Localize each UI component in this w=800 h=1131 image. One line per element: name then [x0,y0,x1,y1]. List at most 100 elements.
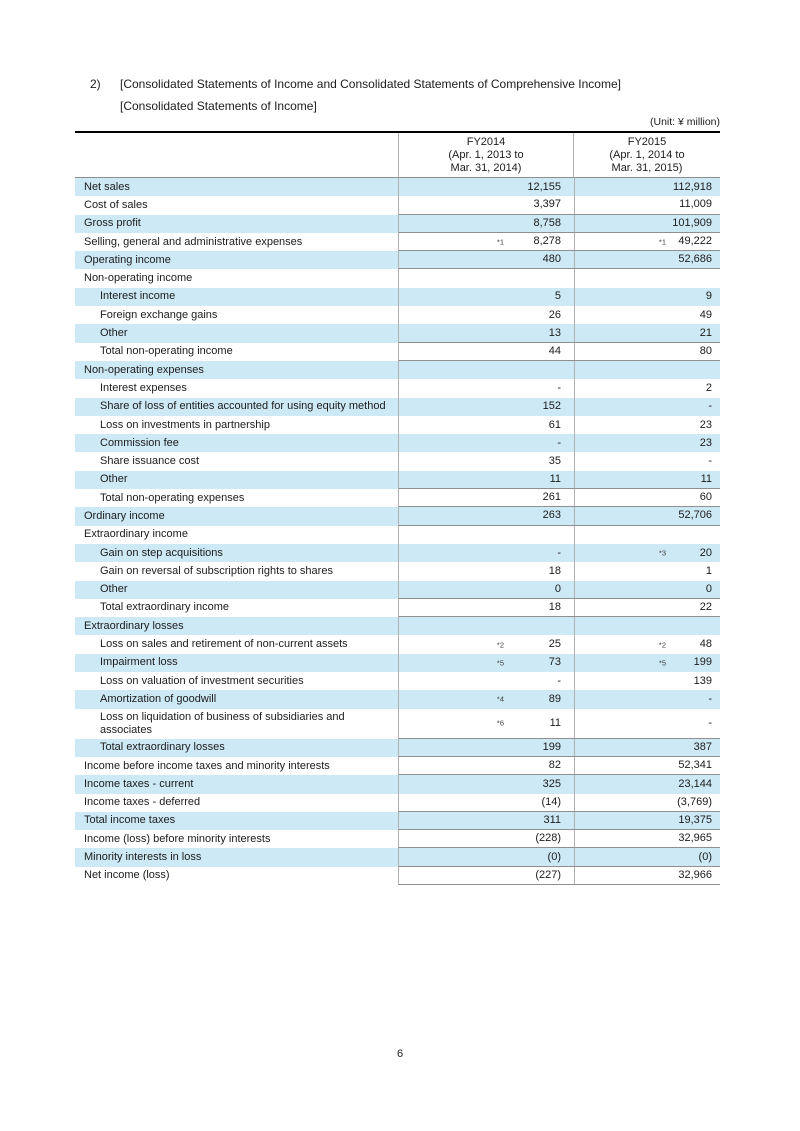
table-row: Income (loss) before minority interests (… [75,830,720,849]
fy2014-value: (14) [541,795,561,808]
fy2014-value: 18 [548,600,561,613]
table-row: Selling, general and administrative expe… [75,232,720,252]
fy2014-value: 0 [554,582,561,595]
row-values: -2 [398,379,720,398]
fy2014-value: 3,397 [533,198,561,211]
row-label: Loss on valuation of investment securiti… [100,674,304,687]
column-period-line2: Mar. 31, 2014) [450,161,522,174]
row-label: Share of loss of entities accounted for … [100,400,386,413]
fy2015-value: 112,918 [574,178,720,197]
row-values: 89 *4- [398,690,720,709]
fy2015-value: 23,144 [574,775,720,794]
row-label: Foreign exchange gains [100,308,218,321]
fy2014-value: - [557,436,561,449]
footnote-marker: *1 [658,237,666,247]
row-label: Commission fee [100,436,179,449]
fy2014-value: 199 [542,740,561,753]
fy2014-value: 26 [548,308,561,321]
fy2015-value: 11,009 [574,196,720,214]
fy2014-value: - [557,674,561,687]
fy2014-value: 11 [549,472,561,485]
table-row: Extraordinary income [75,525,720,544]
row-label: Non-operating income [84,272,193,285]
table-row: Net income (loss) (227) 32,966 [75,866,720,885]
row-values: -20 *3 [398,543,720,563]
row-label: Income taxes - deferred [84,796,201,809]
fy2015-value: 199 *5 [574,653,720,673]
row-label: Other [100,473,128,486]
row-values: 44 80 [398,342,720,361]
fy2014-value: 73 *5 [496,656,561,669]
footnote-marker: *2 [496,640,504,650]
table-row: Cost of sales 3,397 11,009 [75,196,720,215]
row-label: Gain on reversal of subscription rights … [100,564,333,577]
fy2015-value: 52,706 [574,507,720,525]
row-values: 11 *6- [398,708,720,739]
table-row: Extraordinary losses [75,617,720,636]
table-row: Share of loss of entities accounted for … [75,397,720,416]
table-row: Loss on liquidation of business of subsi… [75,708,720,739]
table-row: Gain on reversal of subscription rights … [75,562,720,581]
row-values: 13 21 [398,324,720,343]
fy2015-value: 22 [574,598,720,617]
row-label: Loss on liquidation of business of subsi… [100,710,345,736]
row-values: 325 23,144 [398,775,720,794]
fy2015-value: 52,686 [574,251,720,269]
fy2014-value: 11 *6 [496,716,561,729]
fy2014-value: 263 [542,509,561,522]
fy2015-value: - [574,397,720,416]
row-label: Loss on sales and retirement of non-curr… [100,638,348,651]
unit-note: (Unit: ¥ million) [649,116,720,128]
income-statement-table: FY2014 (Apr. 1, 2013 to Mar. 31, 2014) FY20… [75,131,720,885]
row-label: Other [100,327,128,340]
row-label: Total non-operating expenses [100,491,245,504]
row-values: 3,397 11,009 [398,196,720,215]
row-values: 152- [398,397,720,416]
table-row: Other 11 11 [75,470,720,490]
table-row: Loss on investments in partnership 61 23 [75,415,720,435]
row-values: -139 [398,672,720,691]
row-label: Net income (loss) [84,869,170,882]
fy2015-value: 48 *2 [574,635,720,654]
row-values [398,360,720,380]
fy2015-value [574,525,720,544]
row-label: Interest income [100,290,176,303]
row-label: Operating income [84,253,171,266]
row-values: (14) (3,769) [398,793,720,812]
footnote-marker: *5 [658,658,666,668]
table-row: Other 0 0 [75,580,720,599]
footnote-marker: *2 [658,640,666,650]
fy2015-value: 2 [574,379,720,398]
row-values: 311 19,375 [398,811,720,831]
table-row: Minority interests in loss (0) (0) [75,848,720,867]
row-values: 73 *5 199 *5 [398,653,720,673]
table-row: Foreign exchange gains 26 49 [75,306,720,325]
fy2015-value: 23 [574,415,720,435]
fy2014-value: 261 [542,491,561,504]
fy2014-value [399,526,574,544]
table-row: Loss on sales and retirement of non-curr… [75,635,720,654]
column-period-line1: (Apr. 1, 2013 to [448,148,524,161]
row-label: Total non-operating income [100,345,233,358]
fy2014-value: 311 [543,813,561,826]
fy2015-value [574,617,720,636]
fy2014-value: 5 [554,290,561,303]
fy2015-value: 49,222 *1 [574,232,720,251]
fy2015-value [574,269,720,288]
table-row: Total extraordinary income 18 22 [75,598,720,618]
row-label: Ordinary income [84,509,165,522]
fy2014-value: 12,155 [527,180,561,193]
row-values: 82 52,341 [398,756,720,776]
row-label: Selling, general and administrative expe… [84,235,303,248]
row-values: 263 52,706 [398,507,720,526]
fy2014-value: (0) [547,850,561,863]
column-header-fy2015: FY2015 (Apr. 1, 2014 to Mar. 31, 2015) [573,133,720,177]
row-values: 18 22 [398,598,720,618]
fy2014-value: 35 [548,455,561,468]
fy2015-value: 32,965 [574,830,720,848]
row-label: Total income taxes [84,814,176,827]
row-values: 26 49 [398,306,720,325]
fy2014-value: - [557,546,561,559]
